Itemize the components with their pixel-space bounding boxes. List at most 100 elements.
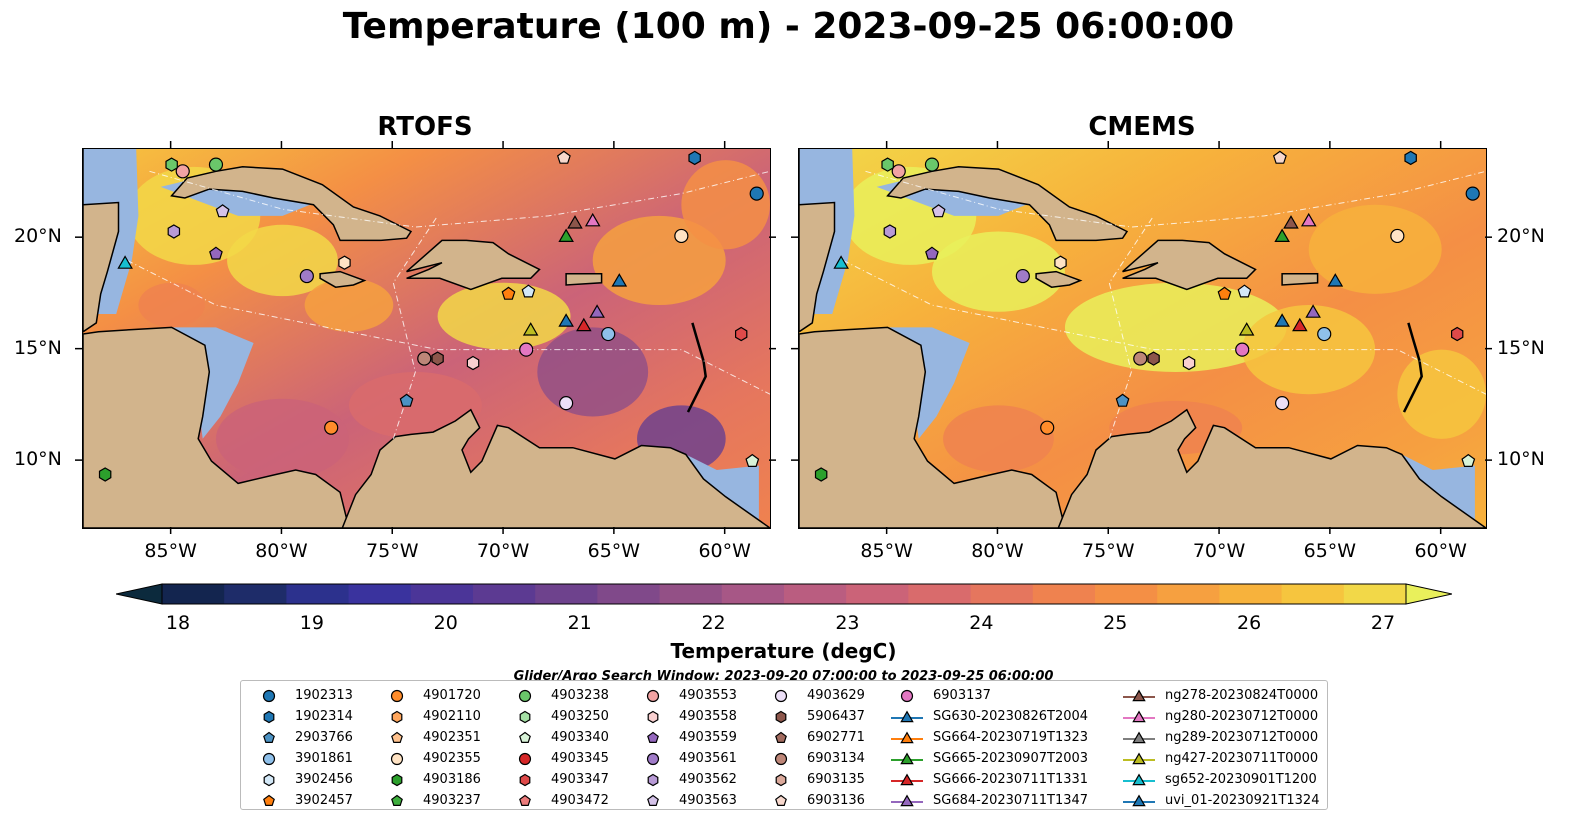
map-canvas (799, 149, 1486, 528)
hexagon-marker-icon (519, 710, 531, 723)
observation-marker (1015, 268, 1030, 284)
observation-marker (1305, 304, 1321, 318)
observation-marker (1465, 186, 1480, 201)
legend-label: SG666-20230711T1331 (933, 772, 1089, 787)
observation-marker (466, 355, 480, 371)
observation-marker (883, 224, 897, 239)
circle-marker-icon (900, 689, 914, 702)
triangle-marker-icon (891, 709, 923, 722)
observation-marker (1115, 393, 1130, 407)
observation-marker (417, 351, 432, 366)
observation-marker (98, 467, 112, 482)
legend-item: 4903472 (507, 790, 609, 811)
observation-marker (1292, 317, 1308, 332)
observation-marker (522, 322, 539, 336)
circle-marker-icon (518, 689, 532, 702)
observation-marker (1404, 150, 1417, 166)
lon-tick-label: 65°W (1303, 540, 1357, 562)
legend-item: 4903347 (507, 769, 609, 790)
lon-tick-label: 70°W (1192, 540, 1246, 562)
circle-marker-icon (390, 689, 404, 702)
lat-tick-label: 15°N (14, 336, 62, 359)
legend-label: 1902314 (295, 709, 353, 724)
observation-marker (1461, 453, 1476, 467)
hexagon-marker-icon (775, 710, 787, 723)
observation-marker (1275, 396, 1290, 411)
triangle-marker-icon (1123, 772, 1155, 785)
legend-label: 4903563 (679, 793, 737, 808)
observation-marker (1283, 215, 1299, 229)
legend-item: 4903553 (635, 685, 737, 706)
colorbar-tick-label: 27 (1370, 612, 1396, 634)
legend-item: ng278-20230824T0000 (1121, 685, 1319, 706)
observation-marker (1274, 313, 1290, 327)
legend-label: 6902771 (807, 730, 865, 745)
observation-marker (833, 255, 849, 269)
legend-label: 5906437 (807, 709, 865, 724)
lat-tick-label: 20°N (1497, 225, 1545, 248)
hexagon-marker-icon (647, 773, 659, 786)
triangle-marker-icon (1123, 751, 1155, 764)
legend-label: ng278-20230824T0000 (1165, 688, 1319, 703)
legend-item: 4903345 (507, 748, 609, 769)
observation-marker (431, 351, 444, 366)
observation-marker (558, 313, 574, 327)
legend-label: ng280-20230712T0000 (1165, 709, 1319, 724)
legend-column: 4903553 4903558 4903559 4903561 4903562 49035… (635, 685, 737, 811)
circle-marker-icon (262, 689, 276, 702)
lat-tick-label: 10°N (14, 448, 62, 471)
legend-item: sg652-20230901T1200 (1121, 769, 1319, 790)
legend-item: 6903136 (763, 790, 865, 811)
lon-tick-label: 80°W (971, 540, 1024, 562)
legend-item: 4903563 (635, 790, 737, 811)
observation-marker (584, 212, 601, 227)
pentagon-marker-icon (519, 794, 531, 806)
observation-marker (1054, 255, 1067, 270)
legend-column: 4903238 4903250 4903340 4903345 4903347 49034… (507, 685, 609, 811)
observation-marker (745, 453, 760, 467)
legend-item: 4902110 (379, 706, 481, 727)
map-panel-cmems (798, 148, 1487, 529)
lon-tick-label: 75°W (1082, 540, 1135, 562)
legend-item: 4903629 (763, 685, 865, 706)
legend-item: SG630-20230826T2004 (889, 706, 1088, 727)
lat-tick-label: 20°N (14, 225, 62, 248)
triangle-marker-icon (891, 730, 923, 743)
legend-item: 3901861 (251, 748, 353, 769)
observation-marker (1040, 420, 1055, 435)
legend-column: 1902313 1902314 2903766 3901861 3902456 39024… (251, 685, 353, 811)
legend-item: 1902314 (251, 706, 353, 727)
colorbar-label: Temperature (degC) (670, 639, 897, 663)
observation-marker (674, 228, 689, 244)
legend-label: 4903562 (679, 772, 737, 787)
hexagon-marker-icon (263, 773, 275, 786)
hexagon-marker-icon (263, 710, 275, 723)
legend-label: 6903136 (807, 793, 865, 808)
pentagon-marker-icon (519, 731, 531, 743)
panel-title-rtofs: RTOFS (377, 112, 473, 142)
legend-label: 4903553 (679, 688, 737, 703)
observation-marker (925, 246, 939, 260)
panel-title-cmems: CMEMS (1088, 112, 1196, 142)
legend-label: 4903629 (807, 688, 865, 703)
hexagon-marker-icon (647, 710, 659, 723)
observation-marker (165, 157, 178, 172)
observation-marker (576, 317, 592, 332)
pentagon-marker-icon (263, 794, 275, 806)
observation-marker (749, 186, 764, 201)
observation-marker (1272, 150, 1287, 164)
lon-tick-label: 60°W (1414, 540, 1467, 562)
pentagon-marker-icon (647, 731, 659, 743)
colorbar-tick-label: 21 (567, 612, 592, 634)
legend-label: SG664-20230719T1323 (933, 730, 1089, 745)
colorbar (116, 583, 1452, 605)
legend-label: sg652-20230901T1200 (1165, 772, 1317, 787)
pentagon-marker-icon (647, 794, 659, 806)
legend-label: 1902313 (295, 688, 353, 703)
legend-item: 4902355 (379, 748, 481, 769)
observation-marker (567, 215, 583, 229)
observation-marker (611, 273, 628, 287)
colorbar-tick-label: 18 (165, 612, 191, 634)
triangle-marker-icon (891, 793, 923, 806)
legend-item: 4903558 (635, 706, 737, 727)
